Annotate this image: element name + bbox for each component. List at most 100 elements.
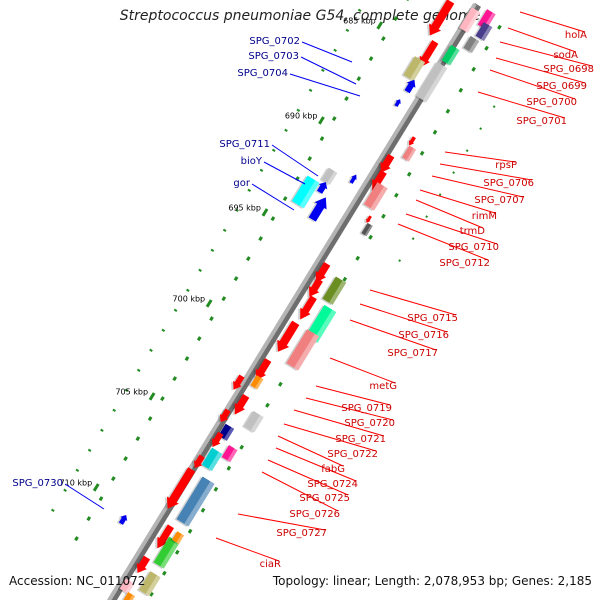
minor-tick [196,336,202,342]
right-gene-label: SPG_0710 [448,242,499,253]
right-gene-label: rpsP [495,160,517,171]
gene-arrow [164,467,196,510]
minor-tick [296,108,301,112]
gene-block [248,375,264,390]
right-gene-label: rimM [472,211,497,222]
leader-line [263,161,306,185]
minor-tick [98,496,104,502]
gene-block [319,167,338,186]
gene-block [289,175,320,209]
gene-block [174,476,215,527]
minor-tick [342,276,348,282]
gene-block [320,276,347,306]
gene-arrow [298,295,317,320]
gene-block [169,531,185,545]
minor-tick [356,76,362,82]
scale-label: 705 kbp [115,387,148,396]
gene-block [461,35,480,54]
gene-block [399,145,417,163]
minor-tick [278,381,283,387]
minor-tick [213,486,219,492]
leader-line [397,223,489,261]
leader-line [415,199,484,229]
minor-tick [419,150,425,156]
minor-tick [282,196,288,202]
minor-tick [333,48,337,52]
gene-arrow [231,374,245,391]
minor-tick [270,216,276,222]
right-gene-label: trmD [460,226,486,237]
right-gene-label: SPG_0715 [407,313,458,324]
minor-tick [406,171,412,177]
gene-block [241,410,264,433]
right-gene-label: SPG_0724 [307,479,358,490]
gene-block [401,56,426,82]
topology-label: Topology: linear; Length: 2,078,953 bp; … [272,574,592,588]
minor-tick [162,570,167,576]
left-gene-label: SPG_0702 [249,36,300,47]
minor-tick [284,128,288,132]
gene-arrow [314,182,328,195]
major-tick [92,483,100,492]
gene-block [151,536,180,569]
leader-line [499,41,593,67]
minor-tick [452,171,456,174]
right-gene-label: SPG_0707 [474,195,525,206]
right-gene-label: fabG [321,464,345,475]
minor-tick [239,444,245,450]
minor-tick [331,116,337,122]
minor-tick [484,45,489,51]
right-gene-label: SPG_0725 [299,493,350,504]
minor-tick [100,428,104,432]
leader-line [300,56,357,85]
minor-tick [187,528,193,534]
minor-tick [432,129,438,135]
leader-line [519,11,586,33]
leader-line [439,163,533,181]
gene-arrow [116,515,128,526]
minor-tick [149,591,154,597]
minor-tick [465,149,469,152]
minor-tick [321,68,325,72]
gene-block [219,445,238,463]
minor-tick [247,188,251,192]
major-tick [376,21,384,30]
minor-tick [393,16,398,22]
minor-tick [112,408,116,412]
minor-tick [344,96,349,102]
leader-line [293,409,385,437]
minor-tick [265,402,270,408]
minor-tick [210,248,215,252]
minor-tick [123,456,128,462]
minor-tick [357,8,362,12]
right-gene-label: sodA [553,50,578,61]
leader-line [305,397,394,421]
minor-tick [235,208,239,212]
leader-line [315,385,391,406]
gene-arrow [364,215,372,224]
minor-tick [124,388,129,392]
minor-tick [136,368,141,372]
gene-block [457,7,481,34]
minor-tick [221,296,227,302]
right-gene-label: SPG_0722 [327,449,378,460]
major-tick [205,299,213,308]
right-gene-label: SPG_0717 [387,348,438,359]
minor-tick [381,213,386,219]
leader-line [237,513,326,531]
leader-line [431,175,524,198]
right-gene-label: SPG_0720 [344,418,395,429]
right-gene-label: ciaR [260,559,281,570]
minor-tick [497,24,502,30]
gene-arrow [209,431,224,448]
gene-arrow [306,277,323,298]
leader-line [251,183,295,211]
minor-tick [87,448,92,452]
minor-tick [471,66,476,72]
gene-block [136,571,161,597]
gene-block [117,578,135,595]
leader-line [271,144,319,177]
right-gene-label: SPG_0719 [341,403,392,414]
minor-tick [368,56,374,62]
scale-label: 690 kbp [285,111,318,120]
